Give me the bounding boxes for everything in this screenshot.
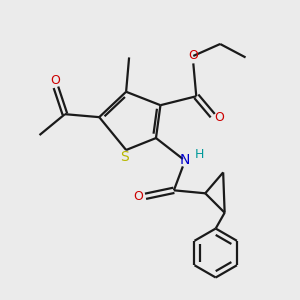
Text: N: N	[179, 154, 190, 167]
Text: H: H	[195, 148, 204, 161]
Text: O: O	[188, 50, 198, 62]
Text: S: S	[120, 151, 129, 164]
Text: O: O	[214, 111, 224, 124]
Text: O: O	[50, 74, 60, 87]
Text: O: O	[133, 190, 143, 203]
